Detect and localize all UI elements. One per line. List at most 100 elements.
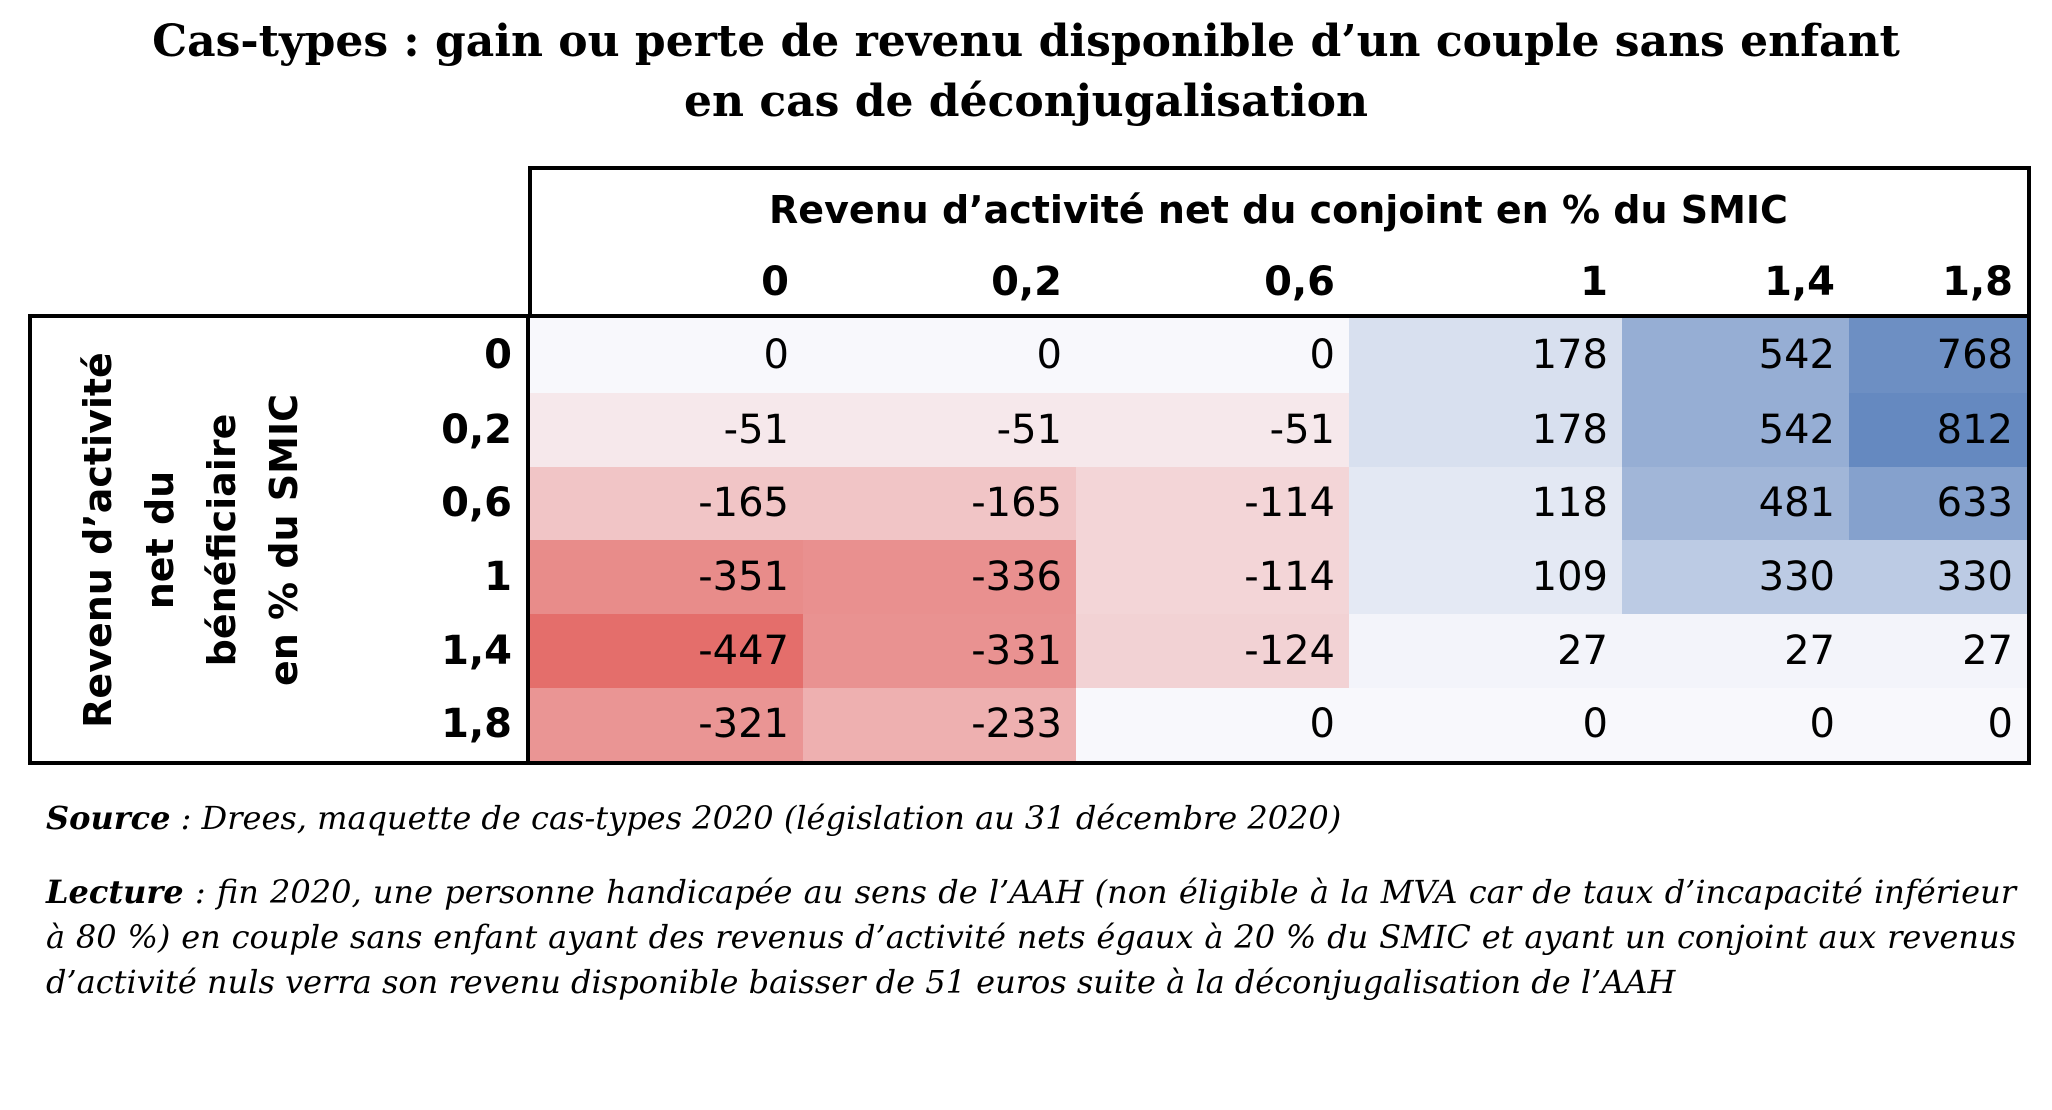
heatmap-cell	[803, 467, 1076, 540]
cell-value-label: 109	[1531, 554, 1608, 600]
heatmap-cell	[1349, 393, 1622, 467]
heatmap-cell	[1076, 393, 1349, 467]
source-note: Source : Drees, maquette de cas-types 20…	[46, 796, 2016, 840]
cell-value-label: 0	[1309, 701, 1335, 747]
heatmap-cell	[1349, 688, 1622, 761]
heatmap-cell	[803, 688, 1076, 761]
heatmap-cell	[1076, 688, 1349, 761]
row-header-divider	[526, 314, 530, 765]
cell-value-label: 0	[1036, 332, 1062, 378]
heatmap-cell	[1622, 614, 1849, 688]
heatmap-cell	[1849, 688, 2027, 761]
heatmap-cell	[803, 540, 1076, 614]
cell-value-label: 0	[1582, 701, 1608, 747]
cell-value-label: -331	[971, 628, 1062, 674]
row-axis-title-line: Revenu d’activité	[76, 352, 120, 728]
heatmap-cell	[1349, 540, 1622, 614]
cell-value-label: 542	[1758, 407, 1835, 453]
lecture-text: : fin 2020, une personne handicapée au s…	[46, 873, 2016, 1001]
heatmap-cell	[1349, 614, 1622, 688]
heatmap-cell	[1849, 467, 2027, 540]
row-header-label: 0,6	[441, 480, 512, 526]
lecture-label: Lecture	[46, 873, 184, 911]
cell-value-label: -351	[698, 554, 789, 600]
heatmap-cell	[1622, 318, 1849, 393]
cell-value-label: 330	[1758, 554, 1835, 600]
cell-value-label: -321	[698, 701, 789, 747]
row-header-label: 1,8	[441, 701, 512, 747]
heatmap-cell	[530, 540, 803, 614]
column-header-label: 0,6	[1264, 259, 1335, 305]
row-header-label: 0	[484, 332, 512, 378]
row-header-label: 0,2	[441, 407, 512, 453]
cell-value-label: -233	[971, 701, 1062, 747]
cell-value-label: 118	[1531, 480, 1608, 526]
heatmap-cell	[530, 393, 803, 467]
cell-value-label: 178	[1531, 332, 1608, 378]
cell-value-label: 0	[1809, 701, 1835, 747]
heatmap-cell	[530, 688, 803, 761]
row-axis-title: Revenu d’activité net du bénéficiaire en…	[67, 340, 306, 740]
cell-value-label: -336	[971, 554, 1062, 600]
cell-value-label: 542	[1758, 332, 1835, 378]
cell-value-label: 178	[1531, 407, 1608, 453]
cell-value-label: 27	[1784, 628, 1835, 674]
heatmap-cell	[1076, 467, 1349, 540]
heatmap-cell	[1076, 614, 1349, 688]
table-frame	[28, 314, 2031, 765]
heatmap-cell	[1849, 393, 2027, 467]
cell-value-label: 768	[1936, 332, 2013, 378]
column-header-label: 0,2	[991, 259, 1062, 305]
cell-value-label: 0	[1309, 332, 1335, 378]
cell-value-label: 0	[763, 332, 789, 378]
heatmap-cell	[1076, 540, 1349, 614]
column-header-label: 0	[761, 259, 789, 305]
cell-value-label: 812	[1936, 407, 2013, 453]
source-label: Source	[46, 799, 171, 837]
cell-value-label: 27	[1557, 628, 1608, 674]
cell-value-label: 0	[1987, 701, 2013, 747]
cell-value-label: -447	[698, 628, 789, 674]
heatmap-cell	[1349, 318, 1622, 393]
heatmap-cell	[1849, 318, 2027, 393]
heatmap-cell	[1076, 318, 1349, 393]
cell-value-label: -114	[1244, 480, 1335, 526]
cell-value-label: 633	[1936, 480, 2013, 526]
cell-value-label: -51	[723, 407, 789, 453]
heatmap-cell	[803, 393, 1076, 467]
cell-value-label: 481	[1758, 480, 1835, 526]
heatmap-cell	[1622, 540, 1849, 614]
heatmap-cell	[1622, 393, 1849, 467]
row-axis-title-line: en % du SMIC	[262, 393, 306, 687]
cell-value-label: -114	[1244, 554, 1335, 600]
row-axis-title-line: net du bénéficiaire	[138, 413, 244, 667]
column-axis-title: Revenu d’activité net du conjoint en % d…	[769, 188, 1788, 232]
heatmap-cell	[530, 614, 803, 688]
column-header-label: 1,8	[1942, 259, 2013, 305]
chart-title-line-2: en cas de déconjugalisation	[684, 76, 1368, 127]
heatmap-cell	[803, 318, 1076, 393]
cell-value-label: -165	[971, 480, 1062, 526]
cell-value-label: -165	[698, 480, 789, 526]
cell-value-label: -51	[996, 407, 1062, 453]
row-header-label: 1	[484, 554, 512, 600]
heatmap-cell	[803, 614, 1076, 688]
heatmap-cell	[1622, 467, 1849, 540]
cell-value-label: -124	[1244, 628, 1335, 674]
heatmap-cell	[530, 467, 803, 540]
column-header-label: 1,4	[1764, 259, 1835, 305]
heatmap-cell	[1849, 614, 2027, 688]
source-text: : Drees, maquette de cas-types 2020 (lég…	[170, 799, 1342, 837]
heatmap-cell	[1349, 467, 1622, 540]
cell-value-label: -51	[1269, 407, 1335, 453]
row-header-label: 1,4	[441, 628, 512, 674]
cell-value-label: 330	[1936, 554, 2013, 600]
heatmap-cell	[530, 318, 803, 393]
heatmap-cell	[1622, 688, 1849, 761]
cell-value-label: 27	[1962, 628, 2013, 674]
column-header-label: 1	[1580, 259, 1608, 305]
heatmap-cell	[1849, 540, 2027, 614]
chart-title-line-1: Cas-types : gain ou perte de revenu disp…	[152, 16, 1900, 67]
column-header-frame	[528, 166, 2031, 314]
